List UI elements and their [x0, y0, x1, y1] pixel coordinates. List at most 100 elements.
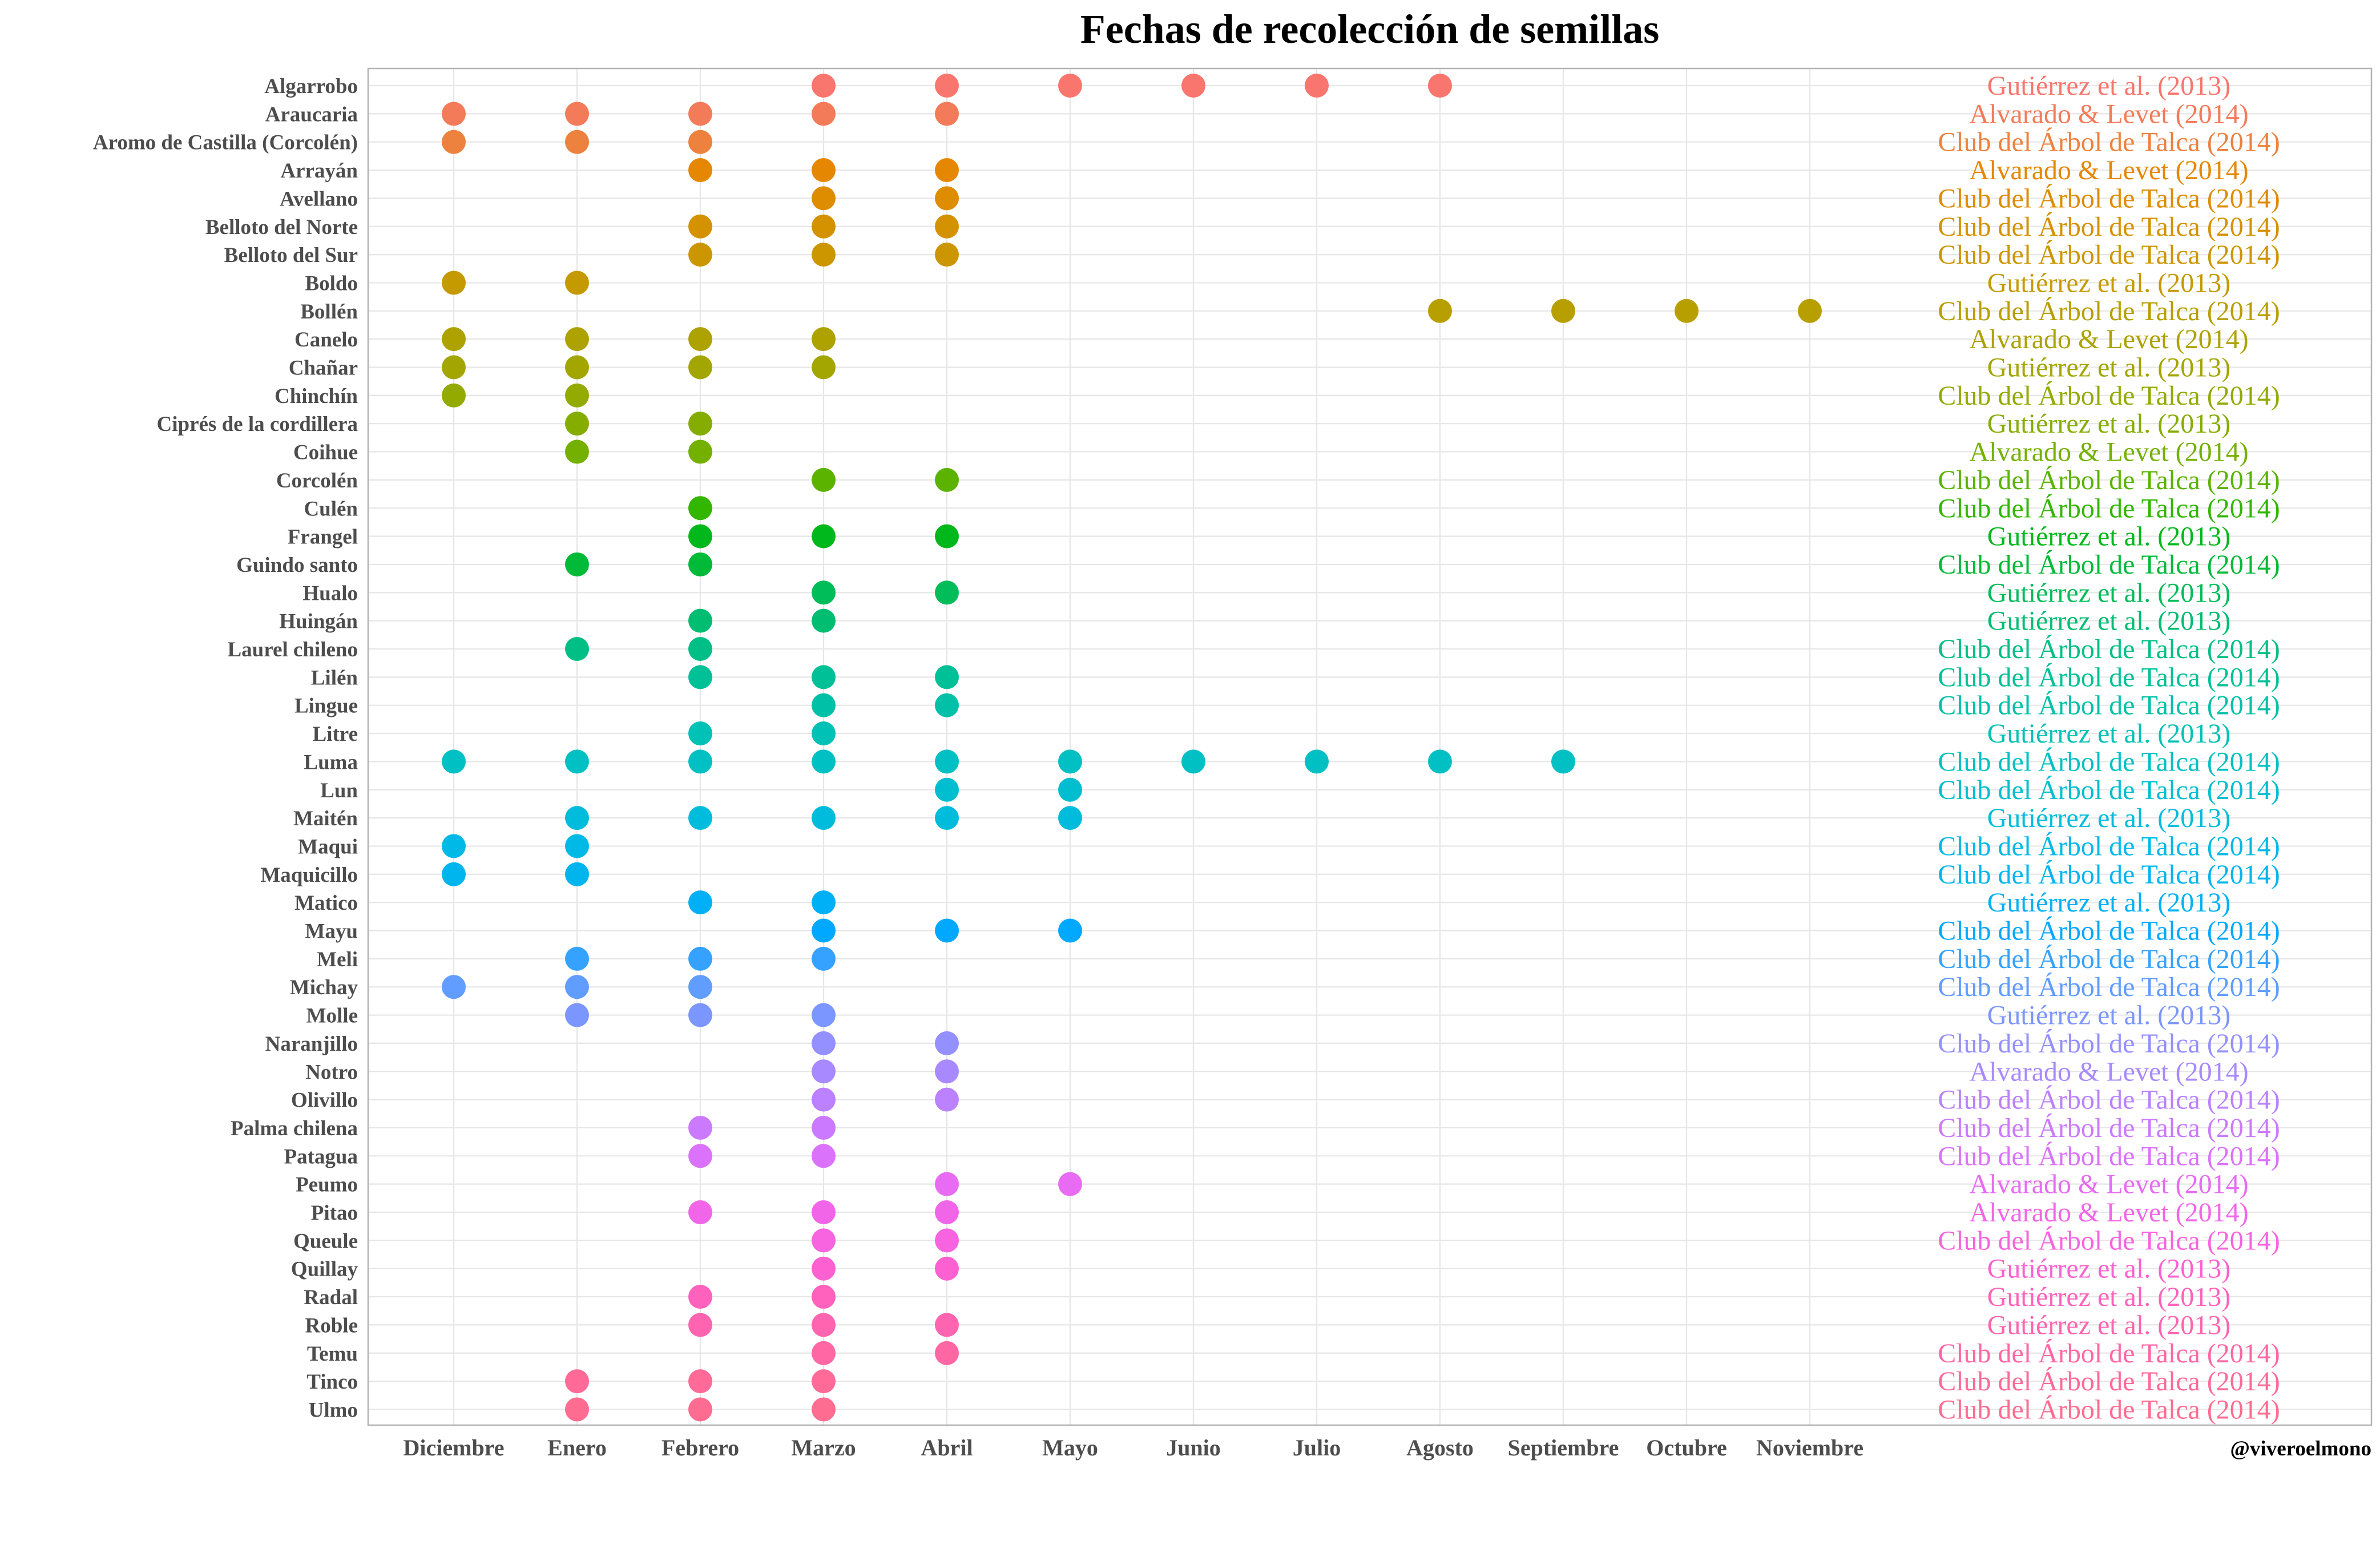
source-label: Club del Árbol de Talca (2014)	[1938, 944, 2280, 974]
data-point	[812, 355, 836, 380]
data-point	[442, 834, 466, 858]
data-point	[442, 975, 466, 999]
x-tick-label: Marzo	[791, 1435, 856, 1461]
data-point	[812, 1341, 836, 1365]
y-tick-label: Tinco	[306, 1370, 358, 1394]
y-tick-label: Chañar	[289, 357, 358, 380]
data-point	[1181, 74, 1205, 98]
data-point	[935, 918, 959, 943]
source-label: Alvarado & Levet (2014)	[1969, 155, 2248, 185]
data-point	[812, 1059, 836, 1084]
y-tick-label: Lilén	[311, 666, 358, 689]
data-point	[688, 1369, 712, 1394]
y-tick-label: Hualo	[302, 582, 358, 605]
y-axis-species-labels: Algarrobo Araucaria Aromo de Castilla (Cor…	[93, 75, 358, 1422]
source-label: Club del Árbol de Talca (2014)	[1938, 691, 2280, 721]
source-label: Club del Árbol de Talca (2014)	[1938, 860, 2280, 890]
y-tick-label: Peumo	[296, 1173, 358, 1197]
data-point	[935, 524, 959, 548]
data-point	[688, 721, 712, 746]
y-tick-label: Lun	[320, 779, 358, 802]
source-label: Club del Árbol de Talca (2014)	[1938, 1338, 2280, 1369]
data-point	[442, 130, 466, 154]
x-tick-label: Noviembre	[1756, 1435, 1863, 1461]
source-label: Club del Árbol de Talca (2014)	[1938, 212, 2280, 242]
data-point	[442, 327, 466, 352]
source-label: Club del Árbol de Talca (2014)	[1938, 662, 2280, 692]
data-point	[565, 383, 589, 408]
source-label: Alvarado & Levet (2014)	[1969, 99, 2248, 129]
data-point	[812, 243, 836, 267]
data-point	[935, 467, 959, 492]
x-tick-label: Agosto	[1406, 1435, 1474, 1461]
data-point	[565, 637, 589, 661]
credit-label: @viveroelmono	[2230, 1437, 2371, 1461]
data-point	[812, 1256, 836, 1281]
data-point	[688, 524, 712, 548]
data-point	[812, 1003, 836, 1027]
y-tick-label: Algarrobo	[264, 75, 358, 98]
source-label: Club del Árbol de Talca (2014)	[1938, 240, 2280, 270]
source-label: Gutiérrez et al. (2013)	[1987, 522, 2230, 552]
data-point	[565, 412, 589, 436]
data-point	[935, 1059, 959, 1084]
source-label: Alvarado & Levet (2014)	[1969, 1197, 2248, 1228]
data-point	[1058, 806, 1082, 830]
data-point	[935, 1172, 959, 1196]
data-point	[688, 214, 712, 239]
data-point	[688, 1144, 712, 1168]
data-point	[1675, 298, 1699, 323]
source-label: Gutiérrez et al. (2013)	[1987, 803, 2230, 833]
data-point	[935, 1256, 959, 1281]
data-point	[812, 327, 836, 352]
data-point	[442, 355, 466, 380]
source-label: Gutiérrez et al. (2013)	[1987, 578, 2230, 608]
source-label: Alvarado & Levet (2014)	[1969, 437, 2248, 467]
data-point	[812, 1200, 836, 1224]
y-tick-label: Frangel	[288, 526, 358, 549]
data-point	[935, 243, 959, 267]
y-tick-label: Araucaria	[265, 103, 358, 126]
data-point	[688, 946, 712, 971]
y-tick-label: Lingue	[295, 695, 358, 718]
data-point	[812, 74, 836, 98]
source-label: Club del Árbol de Talca (2014)	[1938, 1141, 2280, 1171]
data-point	[935, 214, 959, 239]
data-point	[565, 1397, 589, 1422]
y-tick-label: Patagua	[284, 1145, 358, 1168]
data-point	[688, 130, 712, 154]
data-point	[688, 412, 712, 436]
data-point	[688, 552, 712, 576]
data-point	[565, 552, 589, 576]
data-point	[1428, 749, 1452, 774]
source-label: Gutiérrez et al. (2013)	[1987, 1282, 2230, 1312]
data-point	[935, 1313, 959, 1337]
data-point	[812, 693, 836, 717]
data-point	[935, 1087, 959, 1112]
data-point	[688, 496, 712, 521]
source-label: Gutiérrez et al. (2013)	[1987, 268, 2230, 298]
source-label: Club del Árbol de Talca (2014)	[1938, 831, 2280, 861]
data-point	[812, 890, 836, 915]
data-point	[688, 1115, 712, 1140]
data-point	[935, 158, 959, 183]
data-point	[935, 749, 959, 774]
data-point	[812, 608, 836, 633]
data-point	[442, 102, 466, 126]
chart-title: Fechas de recolección de semillas	[1080, 6, 1659, 52]
data-point	[812, 721, 836, 746]
y-tick-label: Ulmo	[309, 1398, 358, 1422]
data-point	[688, 243, 712, 267]
data-point	[812, 524, 836, 548]
source-labels: Gutiérrez et al. (2013) Alvarado & Levet …	[1938, 71, 2280, 1425]
data-point	[688, 102, 712, 126]
y-tick-label: Michay	[290, 976, 358, 999]
data-point	[442, 862, 466, 886]
data-point	[565, 355, 589, 380]
data-point	[812, 1144, 836, 1168]
x-tick-label: Julio	[1293, 1435, 1341, 1461]
y-tick-label: Avellano	[280, 187, 358, 211]
y-tick-label: Pitao	[311, 1201, 358, 1225]
data-point	[565, 102, 589, 126]
